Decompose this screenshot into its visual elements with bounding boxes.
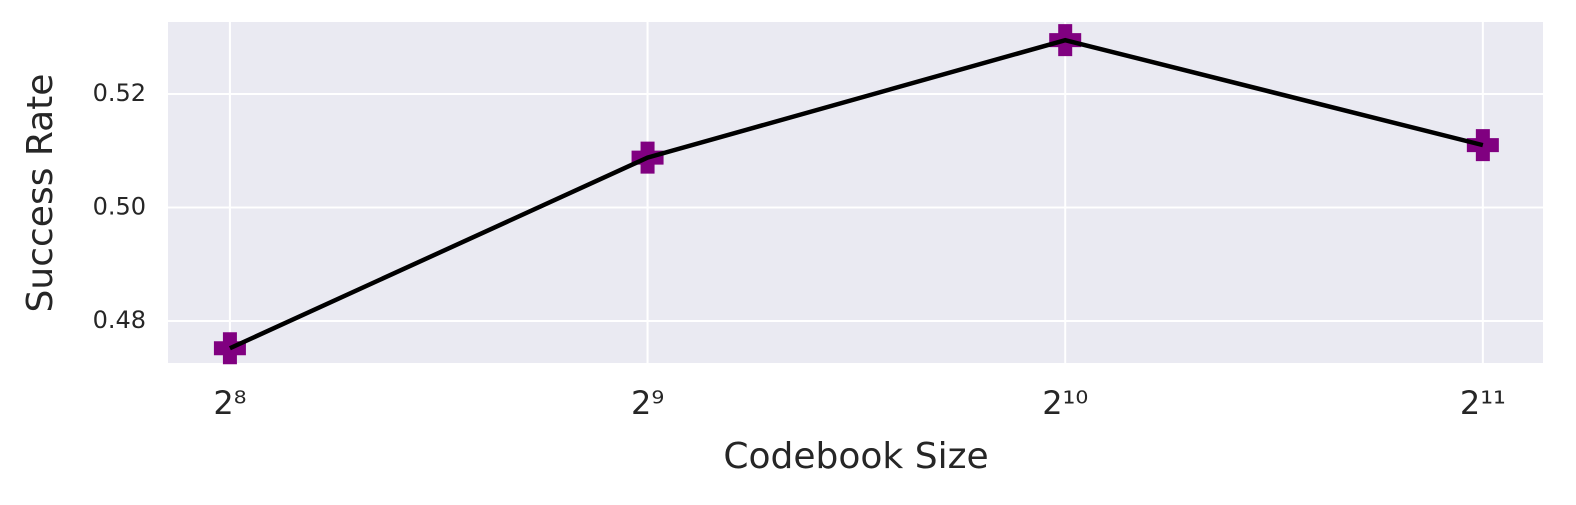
x-tick-label: 2⁹: [631, 384, 664, 422]
x-tick-label: 2¹¹: [1460, 384, 1506, 422]
x-tick-label: 2¹⁰: [1042, 384, 1088, 422]
y-tick-label: 0.48: [93, 306, 146, 334]
y-axis-label: Success Rate: [20, 74, 61, 313]
x-axis-label: Codebook Size: [723, 436, 988, 477]
y-tick-label: 0.52: [93, 79, 146, 107]
y-tick-label: 0.50: [93, 193, 146, 221]
x-tick-label: 2⁸: [213, 384, 246, 422]
line: [228, 37, 1484, 351]
plot-background: [168, 22, 1543, 363]
